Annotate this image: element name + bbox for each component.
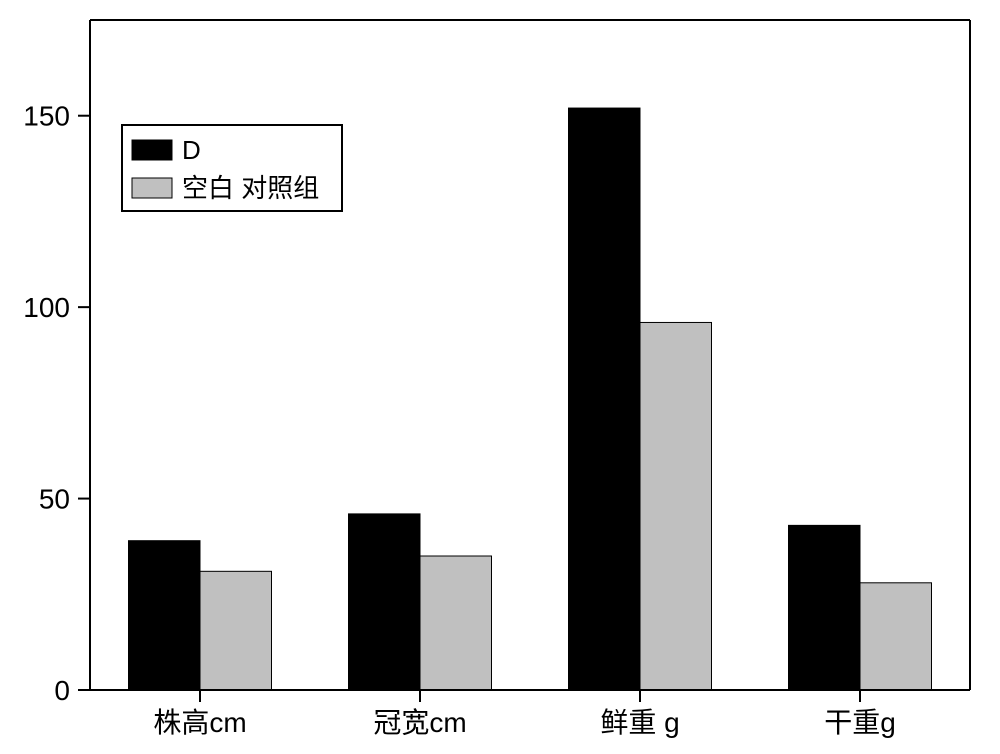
y-tick-label: 50 [39, 484, 70, 515]
bar [789, 525, 861, 690]
bar [640, 322, 712, 690]
bar [200, 571, 272, 690]
x-category-label: 株高cm [153, 707, 246, 738]
bar [860, 583, 932, 690]
x-category-label: 冠宽cm [373, 707, 466, 738]
legend-label: 空白 对照组 [182, 173, 319, 203]
y-tick-label: 150 [23, 101, 70, 132]
chart-container: 0 50 100 150 株高cm 冠宽cm 鲜重 g 干重g D 空白 对照组 [0, 0, 1000, 754]
legend-swatch [132, 140, 172, 160]
legend-label: D [182, 135, 201, 165]
y-tick-label: 0 [54, 675, 70, 706]
y-tick-label: 100 [23, 292, 70, 323]
bar [349, 514, 421, 690]
bar [129, 541, 201, 690]
x-category-label: 鲜重 g [600, 707, 679, 738]
bar-chart: 0 50 100 150 株高cm 冠宽cm 鲜重 g 干重g D 空白 对照组 [0, 0, 1000, 754]
bar [569, 108, 641, 690]
bar [420, 556, 492, 690]
x-category-label: 干重g [824, 707, 896, 738]
legend-swatch [132, 178, 172, 198]
